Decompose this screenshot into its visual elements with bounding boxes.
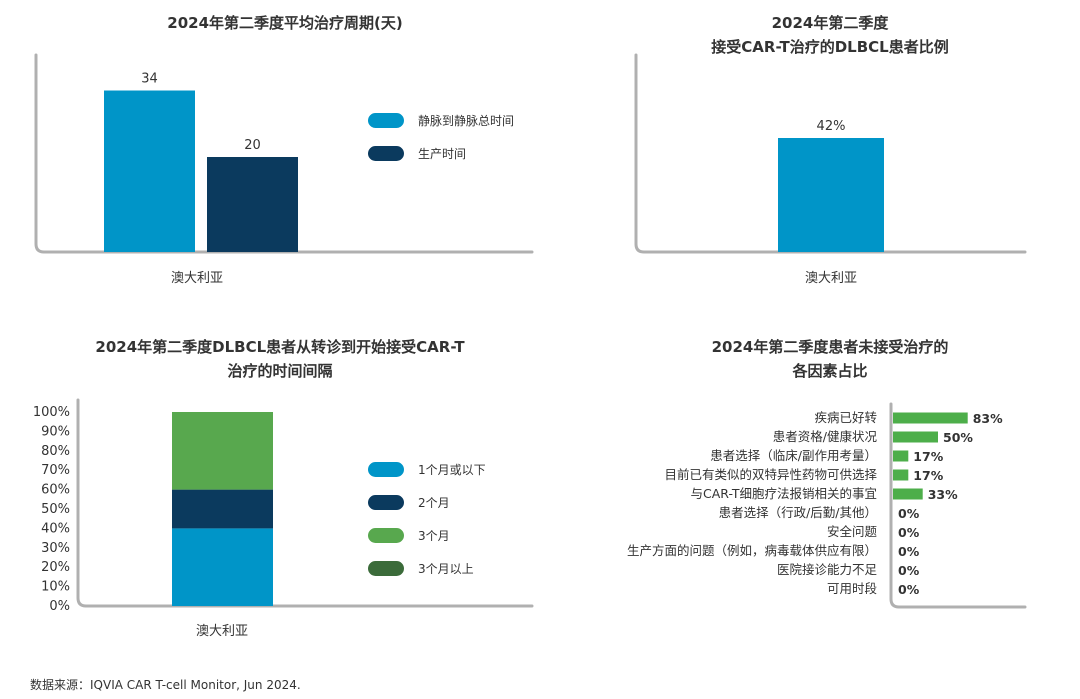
chart4-title-line2: 各因素占比 — [792, 362, 868, 380]
chart4-data-label-5: 0% — [898, 506, 920, 521]
chart2-title: 2024年第二季度 接受CAR-T治疗的DLBCL患者比例 — [600, 11, 1060, 59]
chart4-title-line1: 2024年第二季度患者未接受治疗的 — [711, 338, 949, 356]
chart4-bar-1 — [893, 431, 938, 443]
chart2-category-label: 澳大利亚 — [805, 270, 857, 286]
chart4-data-label-7: 0% — [898, 544, 920, 559]
chart3-bar-segment-0 — [172, 528, 273, 606]
chart4-category-label-2: 患者选择（临床/副作用考量） — [710, 448, 877, 463]
chart3-ytick-9: 90% — [41, 424, 70, 439]
chart4-category-label-4: 与CAR-T细胞疗法报销相关的事宜 — [691, 486, 877, 501]
chart4-category-label-9: 可用时段 — [827, 581, 877, 596]
chart4-category-label-5: 患者选择（行政/后勤/其他） — [719, 505, 877, 520]
chart3-ytick-6: 60% — [41, 483, 70, 498]
chart3-ytick-3: 30% — [41, 541, 70, 556]
chart3-title-line2: 治疗的时间间隔 — [227, 362, 333, 380]
chart4-category-label-8: 医院接诊能力不足 — [777, 562, 878, 577]
chart4-category-label-0: 疾病已好转 — [814, 410, 877, 425]
chart1-bar-1 — [207, 157, 298, 252]
chart2-axis — [634, 53, 1027, 254]
chart1-legend-item-0-swatch — [368, 113, 404, 128]
chart3-ytick-2: 20% — [41, 560, 70, 575]
chart1-data-label-1: 20 — [244, 138, 261, 153]
chart1-legend-item-1-swatch — [368, 146, 404, 161]
chart3-legend-item-3-swatch — [368, 561, 404, 576]
chart1-title-line1: 2024年第二季度平均治疗周期(天) — [167, 14, 403, 32]
chart1-bar-0 — [104, 90, 195, 252]
chart3-bar-segment-2 — [172, 412, 273, 490]
chart3-legend-item-2-swatch — [368, 528, 404, 543]
chart3-title-line1: 2024年第二季度DLBCL患者从转诊到开始接受CAR-T — [95, 338, 465, 356]
chart2-title-line2: 接受CAR-T治疗的DLBCL患者比例 — [711, 38, 949, 56]
chart4-data-label-1: 50% — [943, 430, 973, 445]
chart1-legend-item-0-label: 静脉到静脉总时间 — [418, 113, 514, 128]
chart3-bar-segment-1 — [172, 489, 273, 529]
chart3-ytick-1: 10% — [41, 580, 70, 595]
chart4-category-label-3: 目前已有类似的双特异性药物可供选择 — [664, 467, 877, 482]
chart3-ytick-8: 80% — [41, 444, 70, 459]
chart4-data-label-2: 17% — [913, 449, 943, 464]
chart4-data-label-0: 83% — [973, 411, 1003, 426]
chart3-ytick-7: 70% — [41, 463, 70, 478]
chart2-data-label-0: 42% — [817, 119, 846, 134]
chart3-ytick-4: 40% — [41, 521, 70, 536]
chart4-bar-3 — [893, 469, 909, 481]
chart3-category-label: 澳大利亚 — [196, 623, 248, 639]
chart4-bar-4 — [893, 488, 923, 500]
chart3-legend-item-0-label: 1个月或以下 — [418, 463, 486, 477]
chart4-category-label-7: 生产方面的问题（例如，病毒载体供应有限） — [627, 543, 877, 558]
chart1-data-label-0: 34 — [141, 72, 158, 87]
chart3-ytick-0: 0% — [49, 599, 70, 614]
chart4-data-label-3: 17% — [913, 468, 943, 483]
chart4-bar-2 — [893, 450, 909, 462]
chart2-title-line1: 2024年第二季度 — [771, 14, 889, 32]
chart1-category-label: 澳大利亚 — [171, 270, 223, 286]
chart4-category-label-6: 安全问题 — [827, 524, 878, 539]
chart2-bar-0 — [778, 138, 884, 252]
footer-source: 数据来源：IQVIA CAR T-cell Monitor, Jun 2024. — [30, 678, 301, 692]
chart4-axis — [889, 402, 1027, 609]
chart3-legend-item-0-swatch — [368, 462, 404, 477]
chart3-ytick-10: 100% — [33, 405, 70, 420]
chart1-title: 2024年第二季度平均治疗周期(天) — [40, 11, 530, 35]
chart3-title: 2024年第二季度DLBCL患者从转诊到开始接受CAR-T 治疗的时间间隔 — [30, 335, 530, 383]
chart4-data-label-4: 33% — [928, 487, 958, 502]
chart4-data-label-8: 0% — [898, 563, 920, 578]
chart3-axis — [76, 398, 534, 608]
chart3-legend-item-2-label: 3个月 — [418, 529, 450, 543]
chart1-legend-item-1-label: 生产时间 — [418, 147, 466, 161]
chart3-legend-item-3-label: 3个月以上 — [418, 562, 474, 576]
chart4-bar-0 — [893, 412, 968, 424]
chart4-data-label-9: 0% — [898, 582, 920, 597]
chart3-ytick-5: 50% — [41, 502, 70, 517]
chart1-axis — [34, 53, 534, 254]
chart3-legend-item-1-label: 2个月 — [418, 496, 450, 510]
chart4-category-label-1: 患者资格/健康状况 — [773, 429, 878, 444]
chart4-title: 2024年第二季度患者未接受治疗的 各因素占比 — [600, 335, 1060, 383]
chart4-data-label-6: 0% — [898, 525, 920, 540]
chart3-legend-item-1-swatch — [368, 495, 404, 510]
